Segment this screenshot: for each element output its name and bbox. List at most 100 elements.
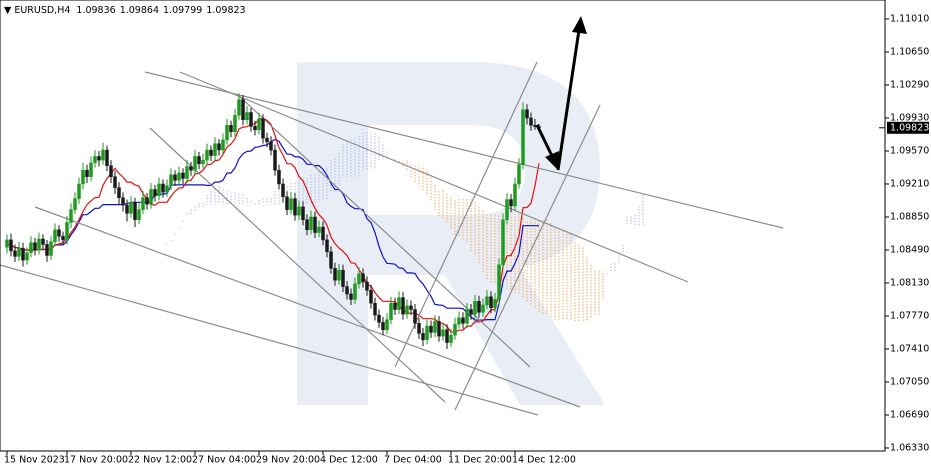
candle-body <box>265 137 269 143</box>
price-label-box <box>887 121 929 134</box>
candle-body <box>261 118 265 139</box>
y-tick-label: 1.08130 <box>890 277 929 288</box>
candle-body <box>345 286 349 295</box>
candle-body <box>273 149 277 171</box>
candle-body <box>477 301 481 313</box>
candle-body <box>25 252 29 261</box>
candle-body <box>209 149 213 156</box>
candle-body <box>401 297 405 315</box>
candle-body <box>105 149 109 166</box>
candle-body <box>441 329 445 337</box>
candle-body <box>337 269 341 281</box>
candle-body <box>341 269 345 287</box>
candle-body <box>277 169 281 185</box>
candle-body <box>421 333 425 341</box>
candle-body <box>485 296 489 306</box>
candle-body <box>245 112 249 121</box>
candle-body <box>381 322 385 330</box>
close-value: 1.09823 <box>206 5 245 16</box>
y-tick-label: 1.09210 <box>890 178 929 189</box>
candle-body <box>125 204 129 214</box>
candle-body <box>57 229 61 237</box>
candle-body <box>213 143 217 156</box>
x-tick-label: 7 Dec 04:00 <box>384 455 442 466</box>
candle-body <box>193 156 197 171</box>
candle-body <box>425 325 429 341</box>
candle-body <box>497 264 501 300</box>
x-tick-label: 14 Dec 12:00 <box>512 455 576 466</box>
low-value: 1.09799 <box>163 5 202 16</box>
candle-body <box>373 302 377 316</box>
candle-body <box>197 156 201 165</box>
candle-body <box>145 197 149 205</box>
candle-body <box>429 325 433 333</box>
y-tick-label: 1.08850 <box>890 211 929 222</box>
kijun-line <box>6 138 539 321</box>
candle-body <box>293 198 297 216</box>
trend-line <box>0 264 539 416</box>
candle-body <box>417 323 421 334</box>
y-tick-label: 1.10290 <box>890 79 929 90</box>
trend-line <box>394 61 538 368</box>
candle-body <box>521 109 525 165</box>
candle-body <box>129 202 133 214</box>
arrow <box>535 124 555 159</box>
high-value: 1.09864 <box>120 5 159 16</box>
candle-body <box>109 165 113 177</box>
candle-body <box>393 302 397 310</box>
x-tick-label: 17 Nov 20:00 <box>64 455 128 466</box>
candle-body <box>449 334 453 343</box>
candle-body <box>229 125 233 132</box>
candle-body <box>73 198 77 210</box>
candle-body <box>517 164 521 185</box>
y-tick-label: 1.07410 <box>890 343 929 354</box>
candle-body <box>97 156 101 161</box>
candle-body <box>305 219 309 231</box>
candle-body <box>357 273 361 285</box>
title: ▼ EURUSD,H4 1.09836 1.09864 1.09799 1.09823 <box>4 5 246 16</box>
candle-body <box>65 222 69 241</box>
candle-body <box>165 185 169 193</box>
candle-body <box>117 187 121 198</box>
candle-body <box>389 302 393 320</box>
candle-body <box>5 239 9 248</box>
ichimoku-cloud <box>162 131 644 322</box>
candle-body <box>313 216 317 233</box>
y-tick-label: 1.07050 <box>890 376 929 387</box>
x-tick-label: 4 Dec 12:00 <box>320 455 378 466</box>
arrow <box>556 29 581 171</box>
candle-body <box>297 206 301 216</box>
x-tick-label: 22 Nov 12:00 <box>128 455 192 466</box>
candle-body <box>513 183 517 207</box>
candle-body <box>217 143 221 151</box>
candle-body <box>529 117 533 126</box>
y-tick-label: 1.10650 <box>890 46 929 57</box>
candle-body <box>309 216 313 231</box>
candle-body <box>133 202 137 220</box>
candle-body <box>321 226 325 241</box>
candle-body <box>205 149 209 161</box>
candle-body <box>409 305 413 310</box>
candle-body <box>525 109 529 119</box>
candle-body <box>185 166 189 179</box>
candle-body <box>493 299 497 308</box>
candle-body <box>405 305 409 315</box>
candle-body <box>157 183 161 197</box>
symbol: EURUSD,H4 <box>14 5 70 16</box>
candles <box>5 93 541 349</box>
candle-body <box>149 189 153 205</box>
candle-body <box>113 176 117 188</box>
candle-body <box>17 247 21 257</box>
candle-body <box>181 172 185 179</box>
candle-body <box>289 198 293 210</box>
candle-body <box>285 196 289 210</box>
y-tick-label: 1.06330 <box>890 442 929 453</box>
x-tick-label: 11 Dec 20:00 <box>448 455 512 466</box>
y-tick-label: 1.08490 <box>890 244 929 255</box>
candle-body <box>481 304 485 313</box>
candle-body <box>469 309 473 315</box>
candle-body <box>85 169 89 177</box>
candle-body <box>461 317 465 324</box>
trend-line <box>149 127 446 403</box>
plot-frame <box>0 0 886 452</box>
